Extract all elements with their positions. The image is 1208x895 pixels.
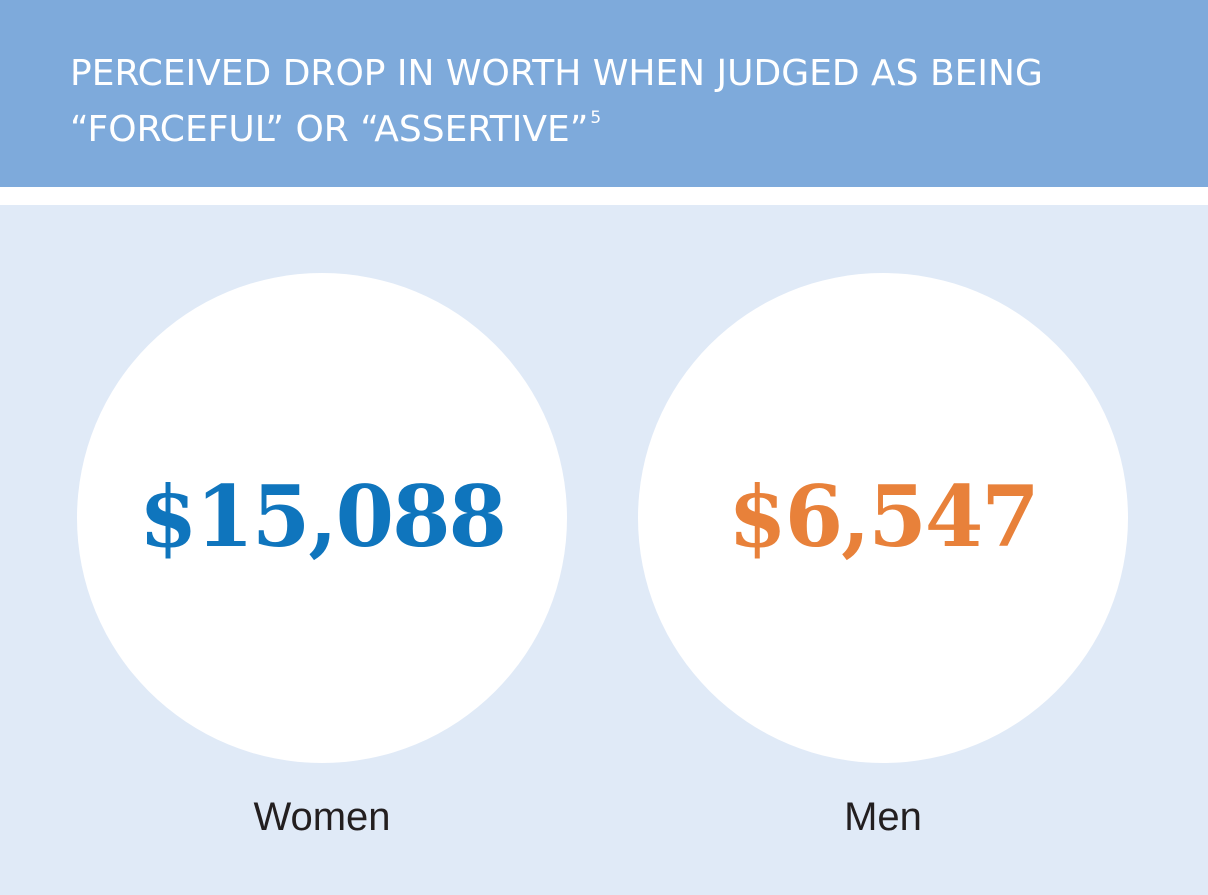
men-value-label: $6,547 <box>728 466 1039 566</box>
men-category-label: Men <box>844 795 922 839</box>
footnote-marker: 5 <box>590 108 602 128</box>
chart-panel: $15,088 $6,547 Women Men <box>0 205 1208 895</box>
chart-title-text: PERCEIVED DROP IN WORTH WHEN JUDGED AS B… <box>70 53 1043 150</box>
chart-title: PERCEIVED DROP IN WORTH WHEN JUDGED AS B… <box>70 46 1180 158</box>
women-category-label: Women <box>253 795 391 839</box>
women-circle: $15,088 <box>77 273 567 763</box>
women-value-label: $15,088 <box>139 466 507 566</box>
header-banner: PERCEIVED DROP IN WORTH WHEN JUDGED AS B… <box>0 0 1208 187</box>
men-circle: $6,547 <box>638 273 1128 763</box>
